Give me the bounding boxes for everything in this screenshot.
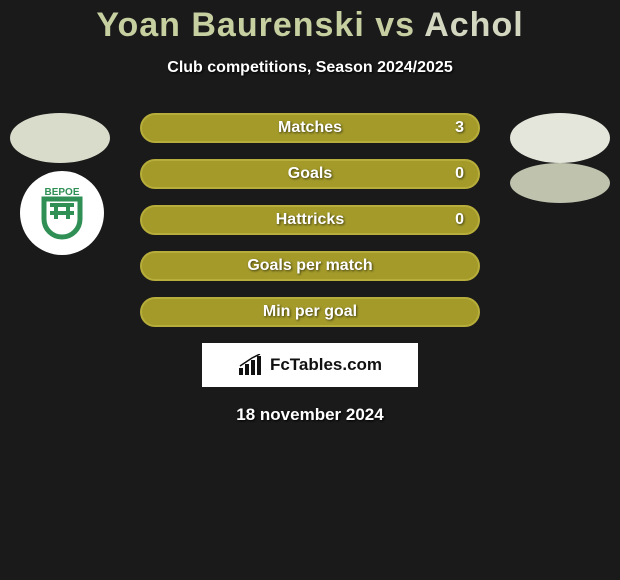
club-badge: BEPOE [20, 171, 104, 255]
club-badge-icon: BEPOE [30, 181, 94, 245]
stat-bar: Goals 0 [140, 159, 480, 189]
stat-bar-label: Matches [278, 119, 342, 137]
title-left: Yoan Baurenski [96, 6, 364, 44]
stat-bar: Matches 3 [140, 113, 480, 143]
subtitle: Club competitions, Season 2024/2025 [0, 59, 620, 77]
page-title: Yoan Baurenski vs Achol [0, 0, 620, 45]
stat-bar-label: Min per goal [263, 303, 357, 321]
stat-bar-value: 0 [455, 165, 464, 183]
stat-bar: Hattricks 0 [140, 205, 480, 235]
stat-bar-label: Goals per match [247, 257, 372, 275]
player-right-avatar [510, 113, 610, 163]
stat-bar-value: 0 [455, 211, 464, 229]
stat-bar-value: 3 [455, 119, 464, 137]
stat-bars: Matches 3 Goals 0 Hattricks 0 Goals per match M… [140, 113, 480, 327]
stat-bar-label: Hattricks [276, 211, 344, 229]
brand-text: FcTables.com [270, 355, 382, 375]
player-right-avatar-2 [510, 163, 610, 203]
brand-chart-icon [238, 354, 264, 376]
player-left-avatar [10, 113, 110, 163]
date-label: 18 november 2024 [0, 405, 620, 425]
stat-bar: Goals per match [140, 251, 480, 281]
stat-bar: Min per goal [140, 297, 480, 327]
club-badge-text: BEPOE [44, 187, 79, 198]
title-mid: vs [365, 6, 424, 44]
stat-bar-label: Goals [288, 165, 332, 183]
brand-box[interactable]: FcTables.com [202, 343, 418, 387]
title-right: Achol [424, 6, 523, 44]
comparison-stage: BEPOE Matches 3 Goals 0 Hattricks 0 Goals per … [0, 113, 620, 327]
